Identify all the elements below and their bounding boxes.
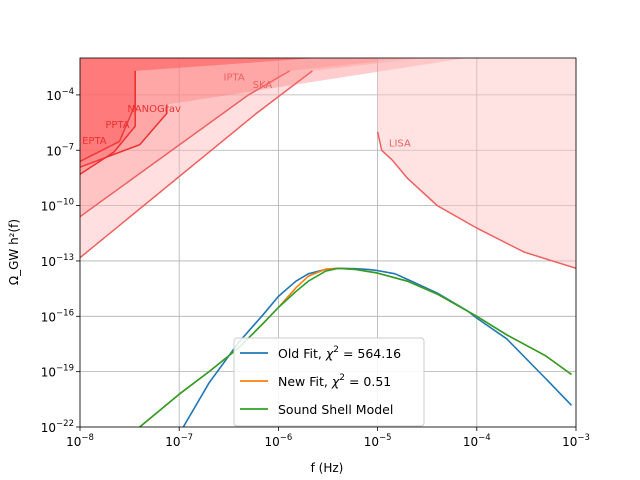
x-axis: 10−8 10−7 10−6 10−5 10−4 10−3 xyxy=(66,427,590,449)
legend-label-1: New Fit, χ2 = 0.51 xyxy=(278,373,391,389)
series-line-0 xyxy=(182,267,573,427)
region-fill-epta xyxy=(80,58,316,175)
region-label-ppta: PPTA xyxy=(105,120,129,131)
y-tick-label: 10−22 xyxy=(41,419,74,435)
legend: Old Fit, χ2 = 564.16 New Fit, χ2 = 0.51 So… xyxy=(233,337,425,427)
region-label-nanograv: NANOGrav xyxy=(127,104,181,115)
region-fill-nanograv xyxy=(80,58,467,168)
region-fill-ska xyxy=(80,58,424,258)
x-axis-title: f (Hz) xyxy=(311,461,344,475)
x-tick-label: 10−4 xyxy=(463,433,491,449)
y-axis: 10−22 10−19 10−16 10−13 10−10 10−7 10−4 xyxy=(41,87,80,435)
region-label-ska: SKA xyxy=(253,80,273,91)
y-tick-label: 10−13 xyxy=(41,253,74,269)
region-curve-epta xyxy=(80,70,136,175)
y-axis-title: Ω_GW h²(f) xyxy=(7,219,21,285)
y-tick-label: 10−4 xyxy=(46,87,74,103)
x-tick-label: 10−3 xyxy=(562,433,590,449)
region-fill-lisa xyxy=(377,58,576,269)
region-fill-ipta xyxy=(80,58,410,217)
y-tick-label: 10−19 xyxy=(41,364,74,380)
region-curve-lisa xyxy=(376,131,576,270)
legend-box xyxy=(233,337,425,427)
x-tick-label: 10−6 xyxy=(264,433,292,449)
x-tick-label: 10−7 xyxy=(165,433,193,449)
region-curve-ipta xyxy=(80,70,291,218)
region-curve-ska xyxy=(80,70,313,259)
region-fill-ppta xyxy=(80,58,316,162)
region-label-ipta: IPTA xyxy=(224,73,245,84)
y-tick-label: 10−7 xyxy=(46,142,74,158)
plot-area: IPTA SKA NANOGrav PPTA EPTA LISA xyxy=(79,57,577,428)
legend-label-0: Old Fit, χ2 = 564.16 xyxy=(278,345,401,361)
y-tick-label: 10−10 xyxy=(41,198,74,214)
sensitivity-regions xyxy=(80,58,576,270)
region-label-lisa: LISA xyxy=(389,138,411,149)
region-curve-nanograv xyxy=(80,104,168,168)
region-labels: IPTA SKA NANOGrav PPTA EPTA LISA xyxy=(82,73,411,150)
plot-frame xyxy=(79,57,577,428)
x-tick-label: 10−8 xyxy=(66,433,94,449)
y-tick-label: 10−16 xyxy=(41,308,74,324)
legend-label-2: Sound Shell Model xyxy=(278,402,393,417)
region-label-epta: EPTA xyxy=(82,136,107,147)
x-tick-label: 10−5 xyxy=(364,433,392,449)
